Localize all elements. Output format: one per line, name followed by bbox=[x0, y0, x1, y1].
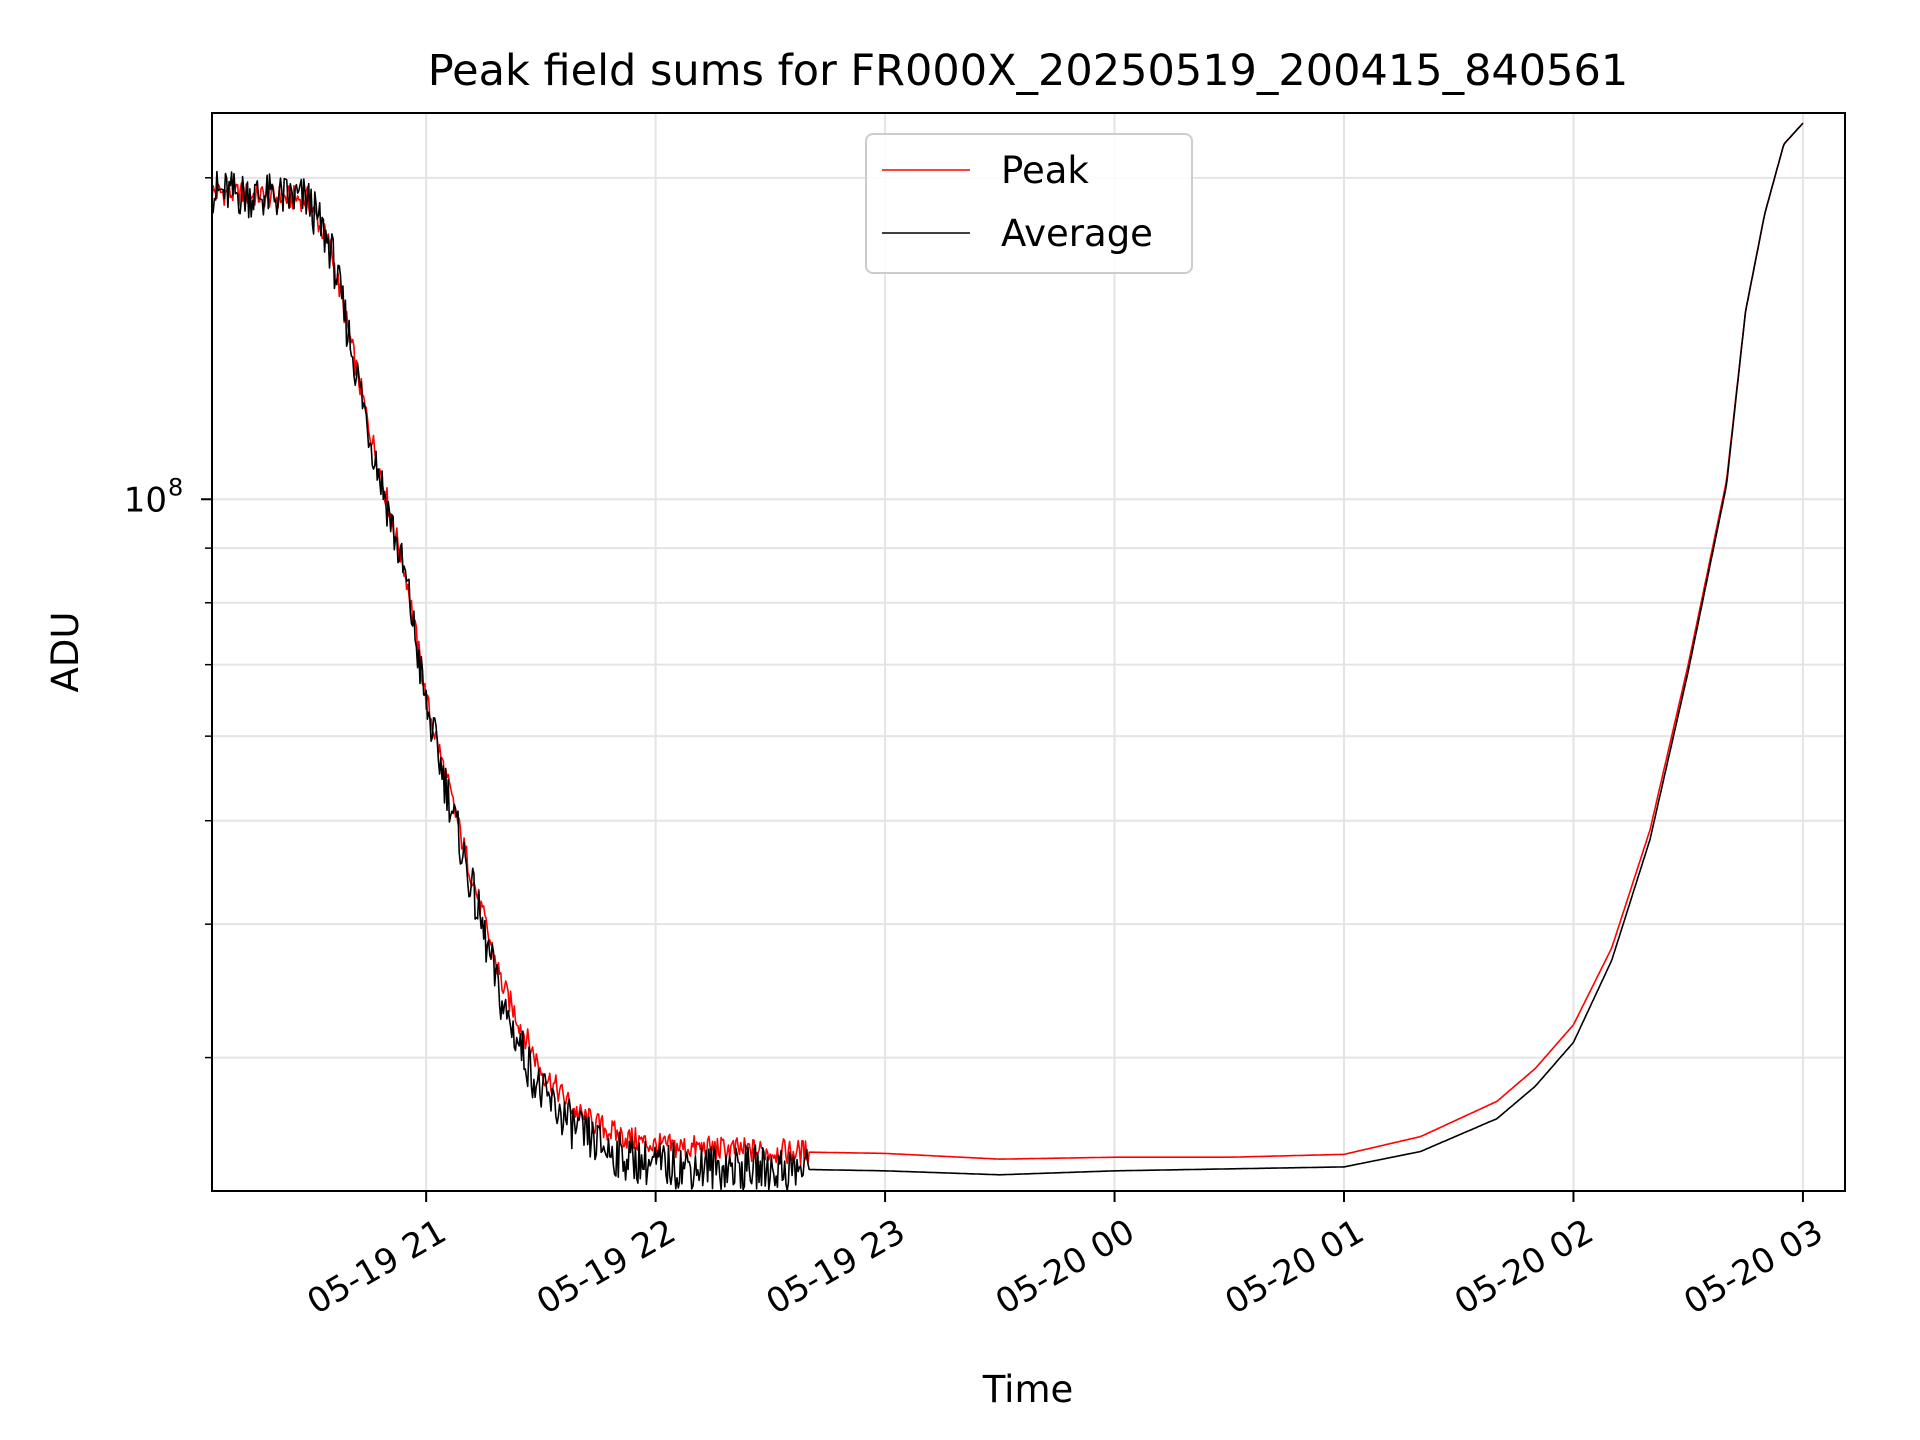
y-tick-label: 10 bbox=[124, 480, 167, 520]
series-line-peak bbox=[211, 122, 1804, 1166]
legend-box bbox=[865, 133, 1193, 274]
series-layer bbox=[211, 122, 1804, 1192]
plot-frame bbox=[211, 112, 1846, 1192]
chart-title: Peak field sums for FR000X_20250519_2004… bbox=[428, 46, 1628, 96]
legend-label-average: Average bbox=[1001, 212, 1153, 255]
y-tick-exponent: 8 bbox=[168, 473, 183, 501]
y-axis-ticks: 10 8 bbox=[124, 177, 212, 1059]
legend: Peak Average bbox=[865, 133, 1193, 274]
series-line-average bbox=[211, 122, 1804, 1192]
legend-label-peak: Peak bbox=[1001, 149, 1089, 192]
x-axis-label: Time bbox=[982, 1368, 1074, 1411]
y-axis-label: ADU bbox=[44, 612, 87, 693]
